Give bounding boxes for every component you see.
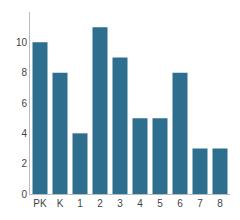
svg-text:2: 2	[21, 158, 27, 169]
svg-text:6: 6	[21, 98, 27, 109]
svg-text:8: 8	[217, 198, 223, 209]
svg-text:K: K	[57, 198, 64, 209]
svg-text:2: 2	[97, 198, 103, 209]
svg-text:PK: PK	[33, 198, 47, 209]
svg-text:7: 7	[197, 198, 203, 209]
svg-text:6: 6	[177, 198, 183, 209]
svg-text:10: 10	[16, 37, 28, 48]
svg-text:4: 4	[21, 128, 27, 139]
svg-text:1: 1	[77, 198, 83, 209]
svg-text:5: 5	[157, 198, 163, 209]
svg-text:8: 8	[21, 67, 27, 78]
svg-text:3: 3	[117, 198, 123, 209]
svg-text:0: 0	[21, 189, 27, 200]
svg-text:4: 4	[137, 198, 143, 209]
